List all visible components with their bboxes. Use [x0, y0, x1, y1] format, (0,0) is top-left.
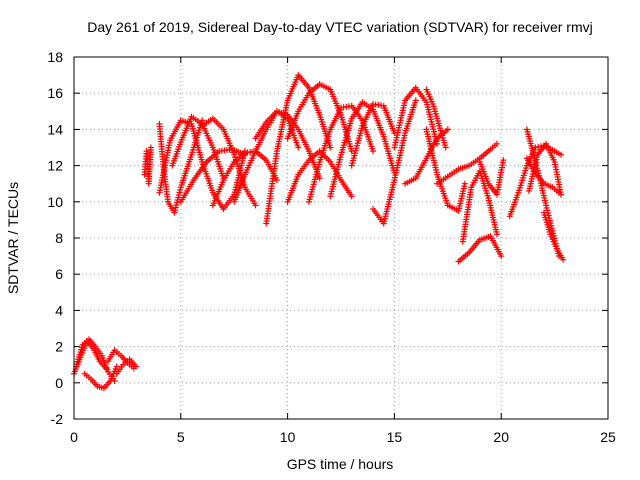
series-arc-ab	[459, 168, 500, 245]
data-point	[147, 144, 154, 151]
y-tick-label: 0	[55, 375, 63, 391]
data-point	[498, 253, 505, 260]
data-point	[493, 231, 500, 238]
y-axis-label: SDTVAR / TECUs	[5, 182, 21, 294]
data-point	[273, 177, 280, 184]
series-arc-l	[199, 115, 259, 209]
data-point	[370, 148, 377, 155]
data-point	[461, 180, 468, 187]
plot-frame	[73, 56, 609, 420]
data-point	[532, 144, 539, 151]
series-arc-u	[370, 97, 419, 227]
data-point	[327, 144, 334, 151]
series-arc-t	[348, 101, 398, 169]
series-arc-ac	[476, 157, 507, 198]
data-point	[348, 193, 355, 200]
data-point	[493, 140, 500, 147]
y-tick-labels: -2 0 2 4 6 8 10 12 14 16 18	[47, 49, 63, 427]
data-point	[444, 126, 451, 133]
data-point	[500, 157, 507, 164]
y-tick-label: 12	[47, 158, 63, 174]
y-tick-label: 16	[47, 85, 63, 101]
y-tick-label: 10	[47, 194, 63, 210]
x-tick-label: 10	[280, 429, 296, 445]
data-point	[412, 97, 419, 104]
data-points	[71, 72, 567, 392]
series-arc-s	[327, 99, 398, 200]
series-arc-v	[391, 84, 441, 151]
gridlines	[74, 57, 608, 419]
y-tick-label: 6	[55, 266, 63, 282]
x-tick-label: 5	[177, 429, 185, 445]
data-point	[442, 144, 449, 151]
y-tick-label: 18	[47, 49, 63, 65]
y-tick-label: 14	[47, 121, 63, 137]
y-tick-label: -2	[51, 411, 64, 427]
series-arc-ag	[525, 140, 565, 198]
series-arc-n	[263, 72, 334, 227]
series-arc-e	[113, 356, 139, 377]
y-tick-label: 8	[55, 230, 63, 246]
series-arc-c	[81, 363, 120, 392]
x-tick-label: 15	[387, 429, 403, 445]
series-arc-m	[231, 108, 302, 205]
series-arc-z	[434, 140, 500, 187]
data-point	[558, 191, 565, 198]
series-arc-h	[156, 117, 248, 213]
axis-ticks	[73, 56, 609, 420]
series-arc-x	[423, 86, 449, 151]
data-point	[558, 151, 565, 158]
data-point	[252, 202, 259, 209]
data-point	[560, 256, 567, 263]
x-tick-label: 25	[600, 429, 616, 445]
x-tick-label: 0	[70, 429, 78, 445]
series-arc-b	[73, 336, 118, 384]
x-tick-label: 20	[493, 429, 509, 445]
series-arc-f	[141, 144, 154, 187]
data-point	[316, 175, 323, 182]
chart-title: Day 261 of 2019, Sidereal Day-to-day VTE…	[87, 19, 592, 35]
y-tick-label: 2	[55, 339, 63, 355]
series-arc-y	[423, 126, 468, 214]
data-point	[535, 143, 542, 150]
series-arc-d	[105, 347, 137, 372]
data-point	[132, 363, 139, 370]
data-point	[295, 144, 302, 151]
x-axis-label: GPS time / hours	[287, 456, 394, 472]
series-arc-w	[402, 126, 451, 187]
series-arc-ah	[540, 209, 567, 263]
y-tick-label: 4	[55, 302, 63, 318]
x-tick-labels: 0 5 10 15 20 25	[70, 429, 616, 445]
series-arc-aa	[455, 233, 505, 265]
